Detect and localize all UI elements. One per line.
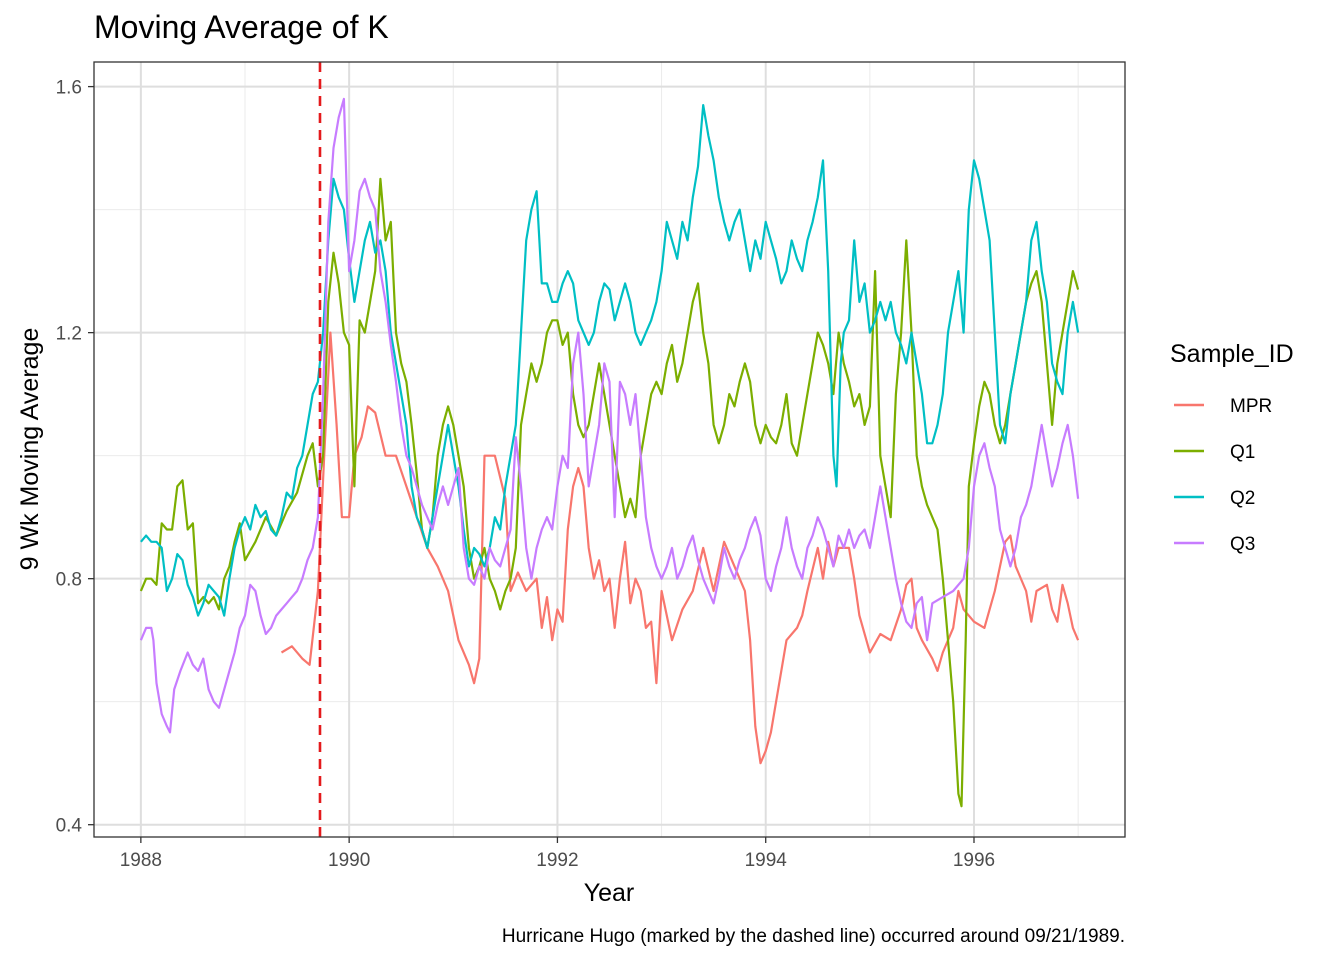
legend-title: Sample_ID bbox=[1170, 340, 1294, 368]
y-axis-title: 9 Wk Moving Average bbox=[16, 328, 44, 571]
x-tick-label: 1990 bbox=[328, 850, 370, 871]
y-tick-label: 0.8 bbox=[56, 570, 82, 591]
legend-items: MPR Q1 Q2 Q3 bbox=[1174, 396, 1272, 555]
legend: Sample_ID MPR Q1 Q2 Q3 bbox=[1170, 340, 1294, 555]
y-tick-label: 0.4 bbox=[56, 816, 83, 837]
series-lines bbox=[139, 97, 1080, 808]
minor-gridlines bbox=[94, 62, 1125, 837]
plot-panel bbox=[93, 61, 1126, 838]
series-line-q1 bbox=[139, 177, 1080, 808]
x-tick-label: 1988 bbox=[120, 850, 162, 871]
x-axis: 1988 1990 1992 1994 1996 bbox=[120, 837, 995, 871]
x-axis-title: Year bbox=[584, 879, 635, 907]
chart-title: Moving Average of K bbox=[94, 9, 389, 45]
x-tick-label: 1996 bbox=[953, 850, 995, 871]
legend-label-q3: Q3 bbox=[1230, 534, 1255, 555]
series-line-q3 bbox=[139, 97, 1080, 734]
chart-caption: Hurricane Hugo (marked by the dashed lin… bbox=[502, 926, 1125, 947]
legend-label-mpr: MPR bbox=[1230, 396, 1272, 417]
plot-border bbox=[93, 61, 1126, 838]
series-line-q2 bbox=[140, 104, 1080, 617]
series-line-mpr bbox=[280, 331, 1080, 765]
legend-label-q2: Q2 bbox=[1230, 488, 1255, 509]
legend-label-q1: Q1 bbox=[1230, 442, 1255, 463]
x-tick-label: 1992 bbox=[536, 850, 578, 871]
y-tick-label: 1.6 bbox=[56, 78, 82, 99]
plot-background bbox=[94, 62, 1125, 837]
y-axis: 0.4 0.8 1.2 1.6 bbox=[56, 78, 94, 837]
x-tick-label: 1994 bbox=[745, 850, 788, 871]
y-tick-label: 1.2 bbox=[56, 324, 82, 345]
